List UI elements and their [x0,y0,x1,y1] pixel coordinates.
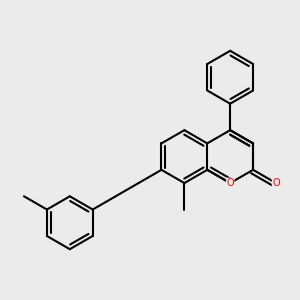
Text: O: O [226,178,234,188]
Text: O: O [272,178,280,188]
